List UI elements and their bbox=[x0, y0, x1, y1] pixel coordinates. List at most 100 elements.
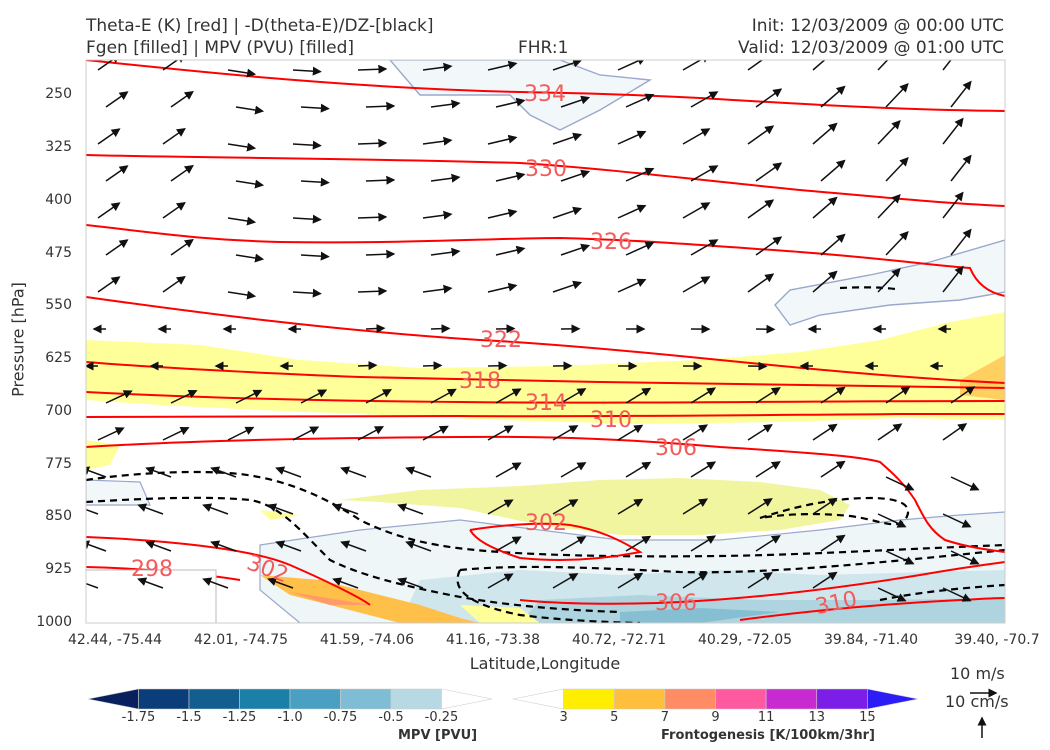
wind-arrow bbox=[275, 466, 302, 478]
valid-time: Valid: 12/03/2009 @ 01:00 UTC bbox=[738, 38, 1004, 58]
theta-e-label: 306 bbox=[655, 591, 697, 616]
theta-e-label: 306 bbox=[655, 436, 697, 461]
colorbar-tick-label: 3 bbox=[559, 710, 568, 725]
y-tick-label: 775 bbox=[45, 455, 72, 472]
wind-arrow bbox=[210, 540, 237, 552]
wind-arrow bbox=[86, 582, 99, 589]
wind-arrow bbox=[105, 390, 133, 404]
wind-arrow bbox=[86, 508, 99, 515]
wind-arrow bbox=[487, 134, 518, 145]
wind-arrow bbox=[292, 140, 322, 150]
y-tick-label: 850 bbox=[45, 508, 72, 525]
y-tick-label: 400 bbox=[45, 191, 72, 208]
wind-arrow bbox=[950, 80, 972, 108]
wind-arrow bbox=[422, 425, 449, 441]
wind-arrow bbox=[820, 386, 846, 404]
wind-arrow bbox=[300, 177, 330, 187]
wind-arrow bbox=[755, 461, 781, 478]
wind-arrow bbox=[690, 239, 719, 256]
colorbar-tick-label: 15 bbox=[859, 710, 876, 725]
wind-arrow bbox=[942, 587, 972, 602]
wind-arrow bbox=[812, 571, 838, 589]
wind-arrow bbox=[495, 245, 526, 256]
title-line-2: Fgen [filled] | MPV (PVU) [filled] bbox=[86, 38, 355, 58]
wind-arrow bbox=[170, 390, 198, 404]
x-tick-label: 39.40, -70.7 bbox=[954, 632, 1040, 648]
wind-arrow bbox=[552, 499, 579, 515]
wind-arrow bbox=[552, 425, 579, 441]
wind-arrow bbox=[950, 154, 972, 182]
theta-e-label: 334 bbox=[524, 82, 566, 107]
x-tick-label: 39.84, -71.40 bbox=[823, 632, 919, 648]
theta-e-contours bbox=[86, 60, 1005, 621]
wind-arrow bbox=[422, 210, 453, 220]
colorbar-tick-label: 5 bbox=[610, 710, 619, 725]
wind-arrow bbox=[162, 60, 186, 71]
wind-arrow bbox=[332, 503, 359, 515]
wind-arrow bbox=[162, 275, 186, 293]
wind-arrow bbox=[617, 572, 644, 589]
wind-arrow bbox=[145, 466, 172, 478]
wind-arrow bbox=[487, 425, 514, 441]
wind-arrow bbox=[625, 167, 655, 182]
wind-arrow bbox=[162, 127, 186, 145]
y-tick-label: 325 bbox=[45, 138, 72, 155]
wind-arrow bbox=[430, 99, 461, 109]
wind-arrow bbox=[487, 573, 514, 589]
theta-e-label: 330 bbox=[525, 157, 567, 182]
wind-arrow bbox=[942, 423, 968, 441]
wind-arrow bbox=[340, 540, 367, 552]
wind-arrow bbox=[487, 208, 518, 219]
x-tick-label: 41.59, -74.06 bbox=[319, 632, 415, 648]
wind-arrow bbox=[86, 466, 107, 478]
forecast-hour: FHR:1 bbox=[518, 38, 569, 58]
wind-arrow bbox=[690, 461, 717, 478]
wind-arrow bbox=[357, 138, 388, 148]
wind-arrow bbox=[625, 93, 655, 108]
title-line-1: Theta-E (K) [red] | -D(theta-E)/DZ-[blac… bbox=[86, 16, 434, 36]
y-tick-label: 550 bbox=[45, 297, 72, 314]
mpv-colorbar-label: MPV [PVU] bbox=[398, 728, 478, 743]
wind-arrow bbox=[942, 513, 972, 528]
wind-arrow bbox=[747, 60, 775, 71]
wind-arrow bbox=[97, 60, 121, 71]
wind-arrow bbox=[625, 387, 652, 404]
wind-arrow bbox=[340, 466, 367, 478]
wind-arrow bbox=[227, 142, 257, 152]
wind-arrow bbox=[682, 276, 711, 293]
wind-arrow bbox=[137, 577, 164, 589]
y-tick-label: 700 bbox=[45, 402, 72, 419]
wind-arrow bbox=[300, 251, 330, 261]
colorbar-tick-label: -1.5 bbox=[176, 710, 202, 725]
wind-arrow bbox=[690, 535, 717, 552]
wind-arrow bbox=[950, 550, 980, 565]
wind-arrow bbox=[690, 165, 719, 182]
wind-arrow bbox=[942, 265, 964, 293]
y-tick-label: 475 bbox=[45, 244, 72, 261]
wind-arrow bbox=[422, 284, 453, 294]
wind-arrow bbox=[942, 191, 964, 219]
wind-arrow bbox=[292, 426, 320, 441]
wind-arrow bbox=[235, 105, 265, 115]
wind-arrow bbox=[747, 498, 773, 515]
wind-arrow bbox=[422, 136, 453, 146]
wind-arrow bbox=[162, 201, 186, 219]
colorbar-tick-label: 9 bbox=[711, 710, 720, 725]
theta-e-label: 326 bbox=[590, 230, 632, 255]
wind-arrow bbox=[552, 280, 583, 293]
theta-e-label: 322 bbox=[480, 328, 522, 353]
wind-arrow bbox=[267, 503, 294, 515]
wind-arrow bbox=[365, 101, 396, 111]
wind-arrow bbox=[747, 199, 775, 219]
x-tick-label: 42.01, -74.75 bbox=[193, 632, 289, 648]
theta-e-label: 302 bbox=[525, 511, 567, 536]
theta-e-label: 298 bbox=[131, 557, 173, 582]
wind-arrow bbox=[357, 426, 385, 441]
wind-arrow bbox=[357, 286, 388, 296]
wind-arrow bbox=[812, 60, 826, 71]
wind-arrow bbox=[617, 424, 644, 441]
wind-arrow bbox=[170, 238, 194, 256]
wind-arrow bbox=[162, 427, 190, 441]
wind-arrow bbox=[812, 497, 838, 515]
wind-arrow bbox=[105, 91, 129, 108]
